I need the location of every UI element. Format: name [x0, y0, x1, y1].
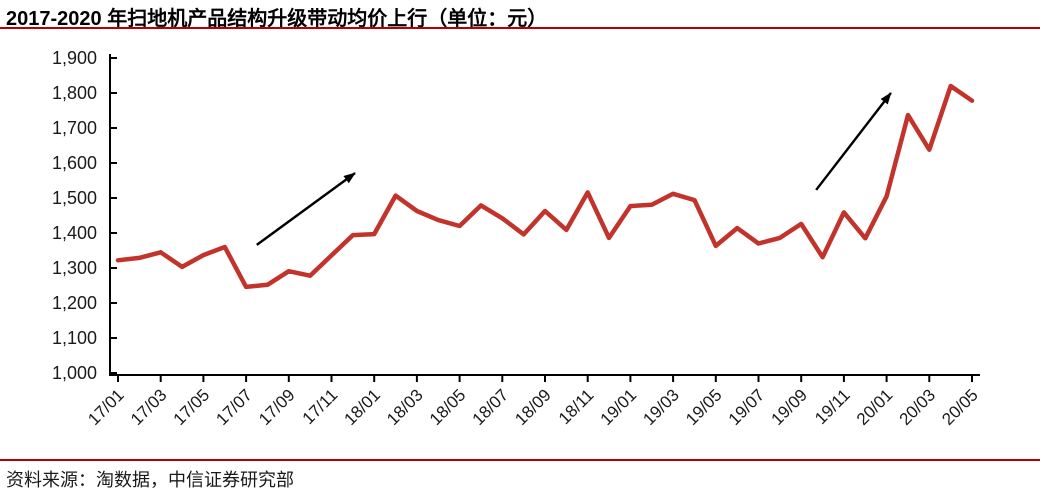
x-tick-label: 18/03 — [383, 385, 427, 429]
avg-price-line — [115, 83, 975, 290]
x-tick-label: 19/01 — [597, 385, 641, 429]
y-axis — [109, 54, 117, 376]
y-tick-label: 1,400 — [52, 223, 97, 243]
x-axis — [110, 374, 980, 382]
x-tick-label: 18/09 — [511, 385, 555, 429]
y-tick-label: 1,100 — [52, 328, 97, 348]
x-tick-labels: 17/01 17/03 17/05 17/07 17/09 17/11 18/01 18/03… — [84, 385, 982, 429]
x-tick-label: 20/03 — [896, 385, 940, 429]
x-tick-label: 18/01 — [341, 385, 385, 429]
trend-arrow — [815, 92, 892, 191]
y-tick-label: 1,900 — [52, 48, 97, 68]
trend-arrows — [256, 92, 892, 246]
y-tick-label: 1,800 — [52, 83, 97, 103]
y-tick-label: 1,300 — [52, 258, 97, 278]
y-tick-label: 1,600 — [52, 153, 97, 173]
source-note: 资料来源：淘数据，中信证券研究部 — [6, 470, 294, 490]
y-tick-label: 1,700 — [52, 118, 97, 138]
x-tick-label: 17/07 — [212, 385, 256, 429]
x-tick-label: 20/01 — [853, 385, 897, 429]
x-tick-label: 20/05 — [938, 385, 982, 429]
x-tick-label: 19/05 — [682, 385, 726, 429]
x-tick-label: 17/09 — [255, 385, 299, 429]
y-tick-label: 1,500 — [52, 188, 97, 208]
x-tick-label: 19/07 — [725, 385, 769, 429]
footer-rule — [0, 459, 1040, 461]
title-underline — [0, 27, 1040, 29]
y-tick-labels: 1,000 1,100 1,200 1,300 1,400 1,500 1,600 1,700… — [52, 48, 97, 383]
x-tick-label: 19/03 — [639, 385, 683, 429]
x-tick-label: 19/09 — [768, 385, 812, 429]
x-tick-label: 17/03 — [127, 385, 171, 429]
x-tick-label: 17/11 — [299, 385, 342, 428]
trend-arrow — [256, 172, 356, 246]
avg-price-line-chart: 1,000 1,100 1,200 1,300 1,400 1,500 1,600 1,700… — [52, 48, 982, 429]
x-tick-label: 19/11 — [811, 385, 854, 428]
x-tick-label: 18/11 — [555, 385, 598, 428]
figure-title: 2017-2020 年扫地机产品结构升级带动均价上行（单位：元） — [6, 8, 548, 30]
y-tick-label: 1,200 — [52, 293, 97, 313]
x-tick-label: 17/05 — [170, 385, 214, 429]
y-tick-label: 1,000 — [52, 363, 97, 383]
x-tick-label: 18/07 — [469, 385, 513, 429]
x-tick-label: 18/05 — [426, 385, 470, 429]
x-tick-label: 17/01 — [84, 385, 128, 429]
